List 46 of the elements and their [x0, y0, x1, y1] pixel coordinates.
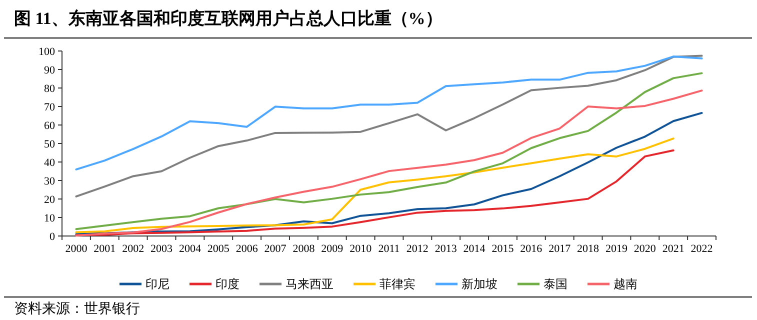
- x-tick-label: 2019: [605, 243, 628, 255]
- x-tick-label: 2000: [65, 243, 88, 255]
- line-series: [75, 56, 703, 170]
- legend-label: 新加坡: [462, 277, 498, 291]
- y-tick-label: 80: [44, 83, 56, 95]
- x-tick-label: 2013: [434, 243, 458, 255]
- legend-label: 越南: [614, 277, 638, 291]
- x-tick-label: 2020: [634, 243, 656, 255]
- y-tick-label: 90: [44, 64, 56, 76]
- chart-title: 图 11、东南亚各国和印度互联网用户占总人口比重（%）: [14, 9, 442, 28]
- y-tick-label: 20: [44, 194, 56, 206]
- x-tick-label: 2002: [122, 243, 144, 255]
- x-tick-label: 2014: [463, 243, 486, 255]
- text: 资料来源：世界银行: [14, 301, 140, 317]
- legend-label: 泰国: [544, 277, 568, 291]
- x-tick-label: 2022: [690, 243, 713, 255]
- legend-label: 印尼: [146, 277, 170, 291]
- x-tick-label: 2010: [350, 243, 372, 255]
- x-tick-label: 2017: [548, 243, 572, 255]
- y-tick-label: 30: [44, 176, 56, 188]
- legend-label: 印度: [216, 277, 240, 291]
- x-tick-label: 2009: [321, 243, 344, 255]
- x-tick-label: 2016: [520, 243, 543, 255]
- legend-label: 菲律宾: [380, 277, 416, 291]
- x-tick-label: 2001: [94, 243, 116, 255]
- y-tick-label: 40: [44, 157, 56, 169]
- line-series: [75, 54, 703, 198]
- legend-label: 马来西亚: [286, 277, 334, 291]
- x-tick-label: 2006: [236, 243, 258, 255]
- line-series: [75, 112, 703, 236]
- y-tick-label: 70: [44, 102, 56, 114]
- y-tick-label: 0: [50, 231, 56, 243]
- y-tick-label: 100: [38, 46, 56, 58]
- x-tick-label: 2008: [292, 243, 316, 255]
- x-tick-label: 2011: [378, 243, 400, 255]
- x-tick-label: 2007: [264, 243, 287, 255]
- x-tick-label: 2005: [207, 243, 230, 255]
- x-tick-label: 2012: [406, 243, 428, 255]
- x-tick-label: 2021: [662, 243, 684, 255]
- x-tick-label: 2015: [492, 243, 514, 255]
- x-tick-label: 2004: [178, 243, 202, 255]
- y-tick-label: 60: [44, 120, 56, 132]
- y-tick-label: 10: [44, 212, 56, 224]
- x-tick-label: 2003: [150, 243, 174, 255]
- y-tick-label: 50: [44, 138, 56, 150]
- x-tick-label: 2018: [577, 243, 600, 255]
